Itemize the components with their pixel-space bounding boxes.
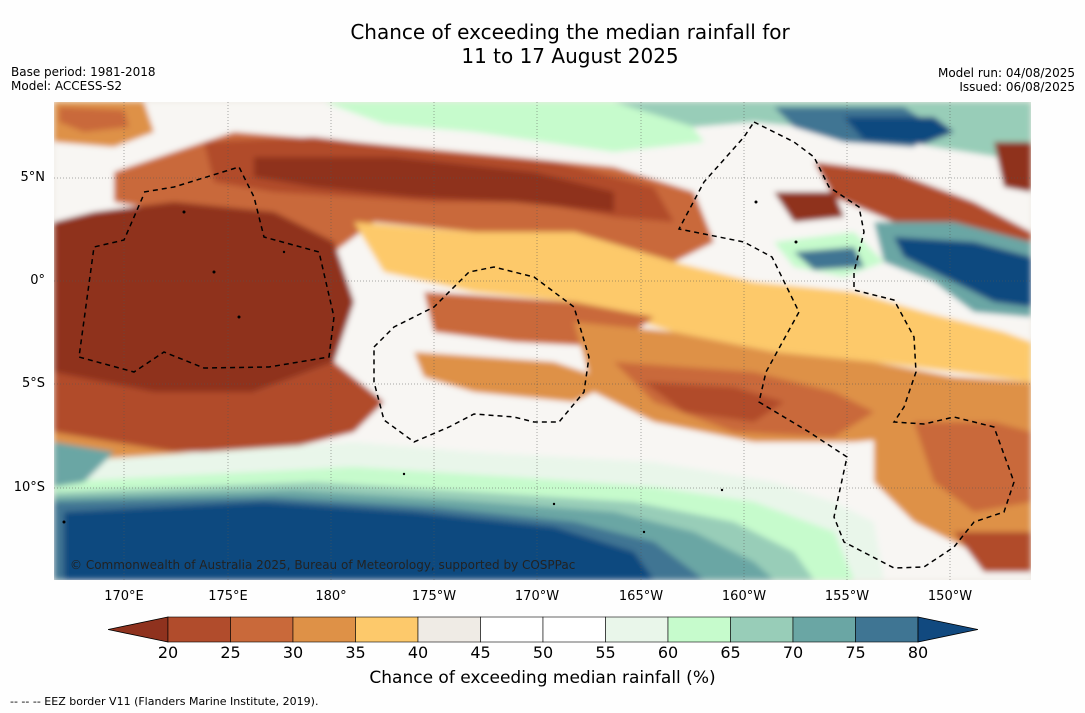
eez-footnote: -- -- -- EEZ border V11 (Flanders Marine… xyxy=(10,695,319,708)
legend-swatch xyxy=(542,616,606,643)
legend-swatch xyxy=(855,616,919,643)
rainfall-map xyxy=(54,102,1031,580)
legend-tick-label: 45 xyxy=(470,643,491,662)
legend-arrow-high xyxy=(917,616,979,643)
legend-swatch xyxy=(292,616,356,643)
legend-swatch xyxy=(667,616,731,643)
map-gridlines xyxy=(54,102,1031,580)
legend-tick-label: 80 xyxy=(907,643,929,662)
lat-label-0: 0° xyxy=(30,273,45,288)
lat-label-5n: 5°N xyxy=(20,170,46,185)
lon-label-160w: 160°W xyxy=(721,589,767,604)
legend-tick-label: 50 xyxy=(532,643,554,662)
legend-tick-label: 60 xyxy=(657,643,679,662)
lat-label-5s: 5°S xyxy=(21,376,45,391)
legend-tick-label: 70 xyxy=(782,643,804,662)
islands xyxy=(62,200,798,534)
issued-date: Issued: 06/08/2025 xyxy=(959,80,1075,94)
meta-right: Model run: 04/08/2025 Issued: 06/08/2025 xyxy=(938,66,1075,94)
base-period: Base period: 1981-2018 xyxy=(11,65,156,79)
lon-label-165w: 165°W xyxy=(618,589,664,604)
model-run: Model run: 04/08/2025 xyxy=(937,66,1075,80)
legend-label: Chance of exceeding median rainfall (%) xyxy=(369,668,716,688)
legend-tick-label: 75 xyxy=(845,643,866,662)
lon-label-170e: 170°E xyxy=(104,589,144,604)
map-title: Chance of exceeding the median rainfall … xyxy=(0,20,1085,68)
legend-swatch xyxy=(417,616,481,643)
legend-swatch xyxy=(730,616,794,643)
legend-colorbar-svg xyxy=(107,616,979,643)
title-line-2: 11 to 17 August 2025 xyxy=(461,44,679,68)
rainfall-map-svg xyxy=(54,102,1031,580)
lon-label-175e: 175°E xyxy=(208,589,248,604)
lon-label-170w: 170°W xyxy=(514,589,560,604)
model-name: Model: ACCESS-S2 xyxy=(11,79,123,93)
legend-swatch xyxy=(480,616,544,643)
legend-swatch xyxy=(230,616,294,643)
copyright-notice: © Commonwealth of Australia 2025, Bureau… xyxy=(70,558,576,572)
lon-label-155w: 155°W xyxy=(824,589,870,604)
legend-arrow-low xyxy=(107,616,169,643)
legend-tick-label: 30 xyxy=(282,643,304,662)
legend-tick-label: 20 xyxy=(157,643,179,662)
legend-swatch xyxy=(792,616,856,643)
legend-swatch xyxy=(355,616,419,643)
legend-tick-label: 35 xyxy=(345,643,366,662)
lon-label-175w: 175°W xyxy=(411,589,457,604)
legend-tick-label: 25 xyxy=(220,643,241,662)
lon-label-180: 180° xyxy=(315,589,347,604)
legend-tick-label: 40 xyxy=(407,643,429,662)
legend-tick-label: 65 xyxy=(720,643,741,662)
lat-label-10s: 10°S xyxy=(13,480,45,495)
lon-label-150w: 150°W xyxy=(927,589,973,604)
title-line-1: Chance of exceeding the median rainfall … xyxy=(350,20,790,44)
legend-swatch xyxy=(605,616,669,643)
meta-left: Base period: 1981-2018 Model: ACCESS-S2 xyxy=(11,65,156,93)
legend-swatch xyxy=(167,616,231,643)
eez-borders xyxy=(78,121,1015,569)
legend-tick-label: 55 xyxy=(595,643,616,662)
legend-colorbar xyxy=(107,616,979,644)
